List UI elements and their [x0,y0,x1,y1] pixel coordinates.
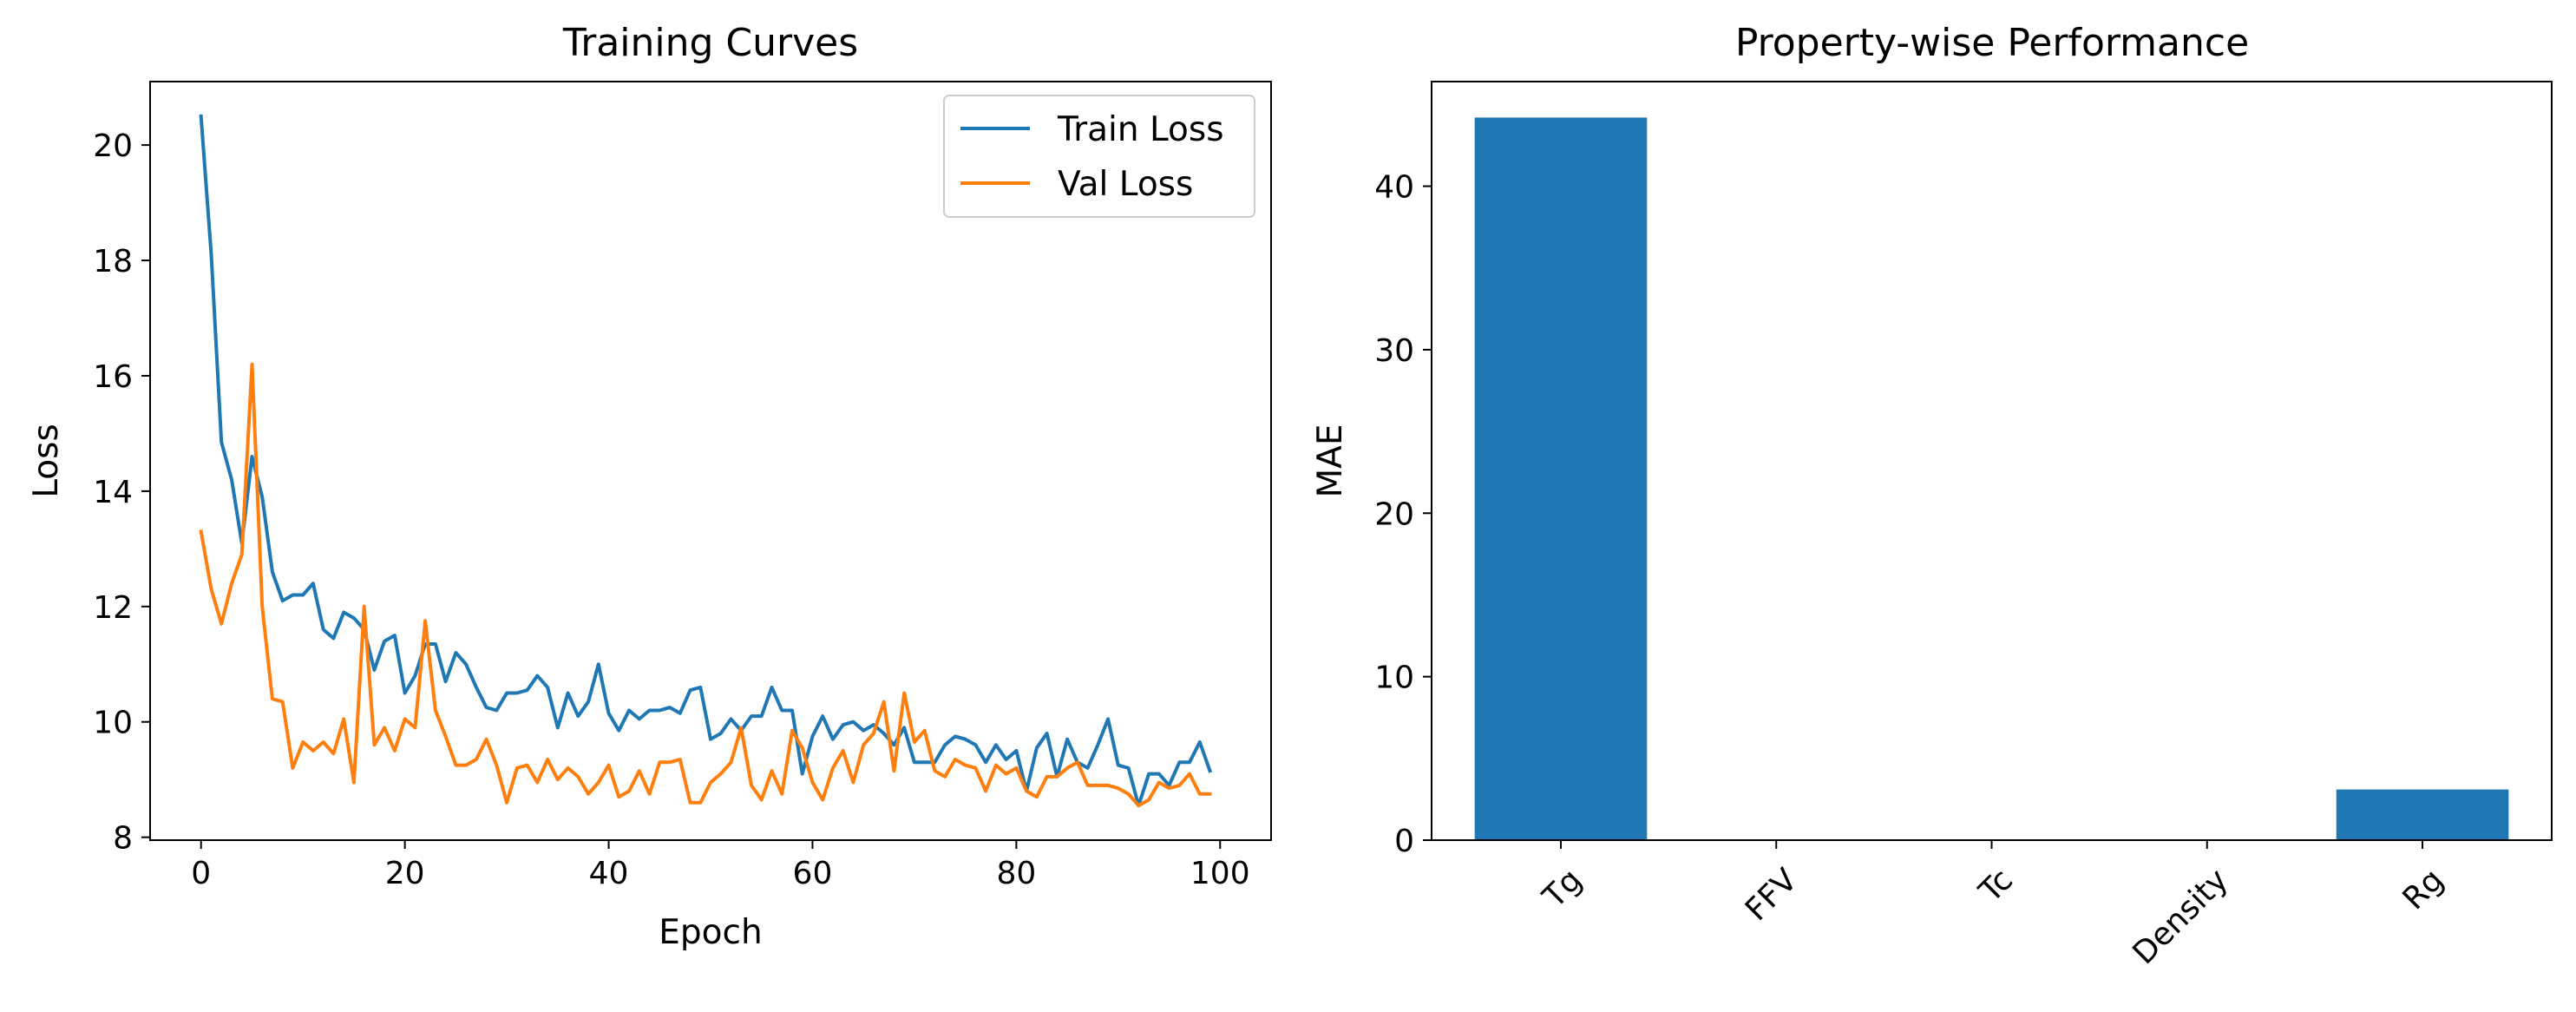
y-tick-label: 14 [93,475,133,510]
x-tick-label: Rg [2396,862,2451,917]
x-tick-label: 20 [385,856,425,891]
chart-title: Property-wise Performance [1735,21,2249,65]
x-tick-label: FFV [1739,862,1805,928]
bar-rg [2336,789,2509,840]
legend: Train Loss Val Loss [943,95,1255,218]
x-tick-label: 60 [793,856,833,891]
x-tick-label: 100 [1190,856,1250,891]
y-tick-label: 8 [113,821,133,857]
bar-group [1474,117,2509,841]
y-tick-label: 18 [93,244,133,279]
y-tick-label: 30 [1374,333,1414,369]
y-tick-label: 10 [1374,660,1414,696]
y-tick-label: 20 [1374,496,1414,532]
y-axis-label: MAE [1311,424,1350,498]
x-tick-label: 0 [191,856,211,891]
series-line-train-loss [199,114,1213,808]
y-axis-label: Loss [27,424,66,498]
y-tick-label: 10 [93,706,133,741]
y-tick-label: 16 [93,359,133,395]
y-tick-label: 20 [93,128,133,164]
x-axis-ticks: 0 20 40 60 80 100 [191,840,1250,891]
y-tick-label: 0 [1394,824,1414,859]
y-tick-label: 12 [93,590,133,626]
line-series-group [199,114,1213,808]
y-tick-label: 40 [1374,170,1414,206]
x-tick-label: 40 [589,856,629,891]
series-line-val-loss [199,362,1212,808]
x-tick-label: 80 [996,856,1036,891]
x-axis-label: Epoch [659,913,762,952]
x-tick-label: Tg [1536,862,1589,915]
x-tick-label: Density [2126,862,2235,971]
legend-label-train: Train Loss [1057,110,1224,149]
training-curves-chart: Training Curves 0 20 40 60 80 100 8 10 12 14 16 18… [27,21,1272,952]
x-axis-ticks: Tg FFV Tc Density Rg [1536,840,2451,971]
property-performance-chart: Property-wise Performance Tg FFV Tc Density… [1311,21,2553,971]
x-tick-label: Tc [1972,862,2020,910]
legend-box [943,95,1255,218]
legend-label-val: Val Loss [1058,165,1193,204]
y-axis-ticks: 0 10 20 30 40 [1374,170,1432,859]
y-axis-ticks: 8 10 12 14 16 18 20 [93,128,150,857]
bar-tg [1474,117,1648,841]
plot-frame [149,81,1272,841]
chart-title: Training Curves [562,21,858,65]
